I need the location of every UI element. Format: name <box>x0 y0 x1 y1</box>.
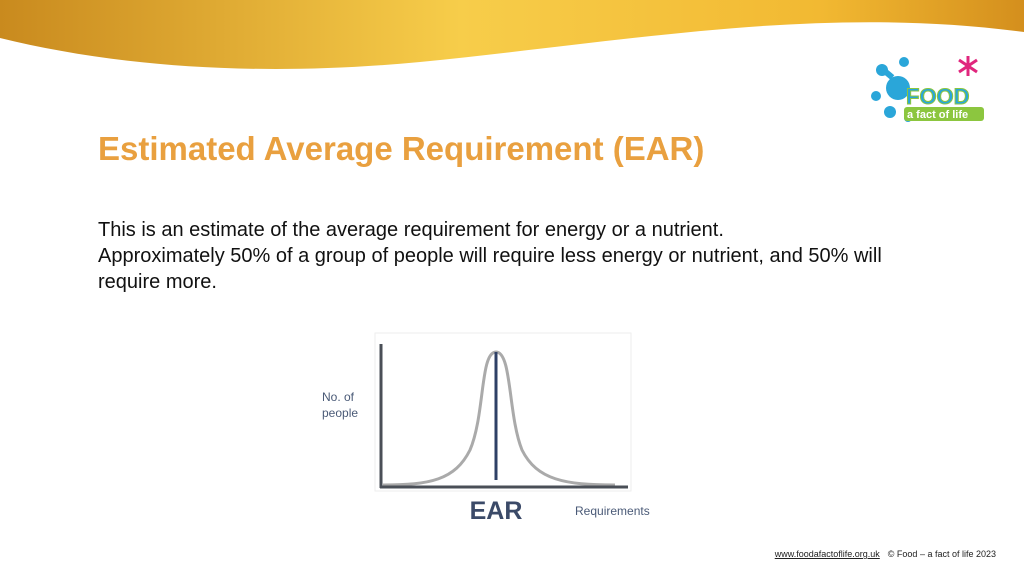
logo: FOOD a fact of life <box>871 56 984 122</box>
ear-marker-label: EAR <box>469 497 523 525</box>
y-axis-label: No. of people <box>322 390 359 420</box>
sentence: Approximately 50% of a group of people w… <box>98 245 882 293</box>
copyright: © Food – a fact of life 2023 <box>887 549 996 559</box>
logo-tagline: a fact of life <box>907 109 968 121</box>
footer-link[interactable]: www.foodafactoflife.org.uk <box>774 549 880 559</box>
logo-name: FOOD <box>906 84 970 109</box>
footer: www.foodafactoflife.org.uk © Food – a fac… <box>775 549 996 559</box>
x-axis-label: Requirements <box>575 504 650 518</box>
body-text: This is an estimate of the average requi… <box>98 217 908 295</box>
banner <box>0 0 1024 69</box>
title: Estimated Average Requirement (EAR) <box>98 130 705 167</box>
bell-curve-diagram <box>374 332 632 492</box>
sentence: This is an estimate of the average requi… <box>98 219 724 241</box>
